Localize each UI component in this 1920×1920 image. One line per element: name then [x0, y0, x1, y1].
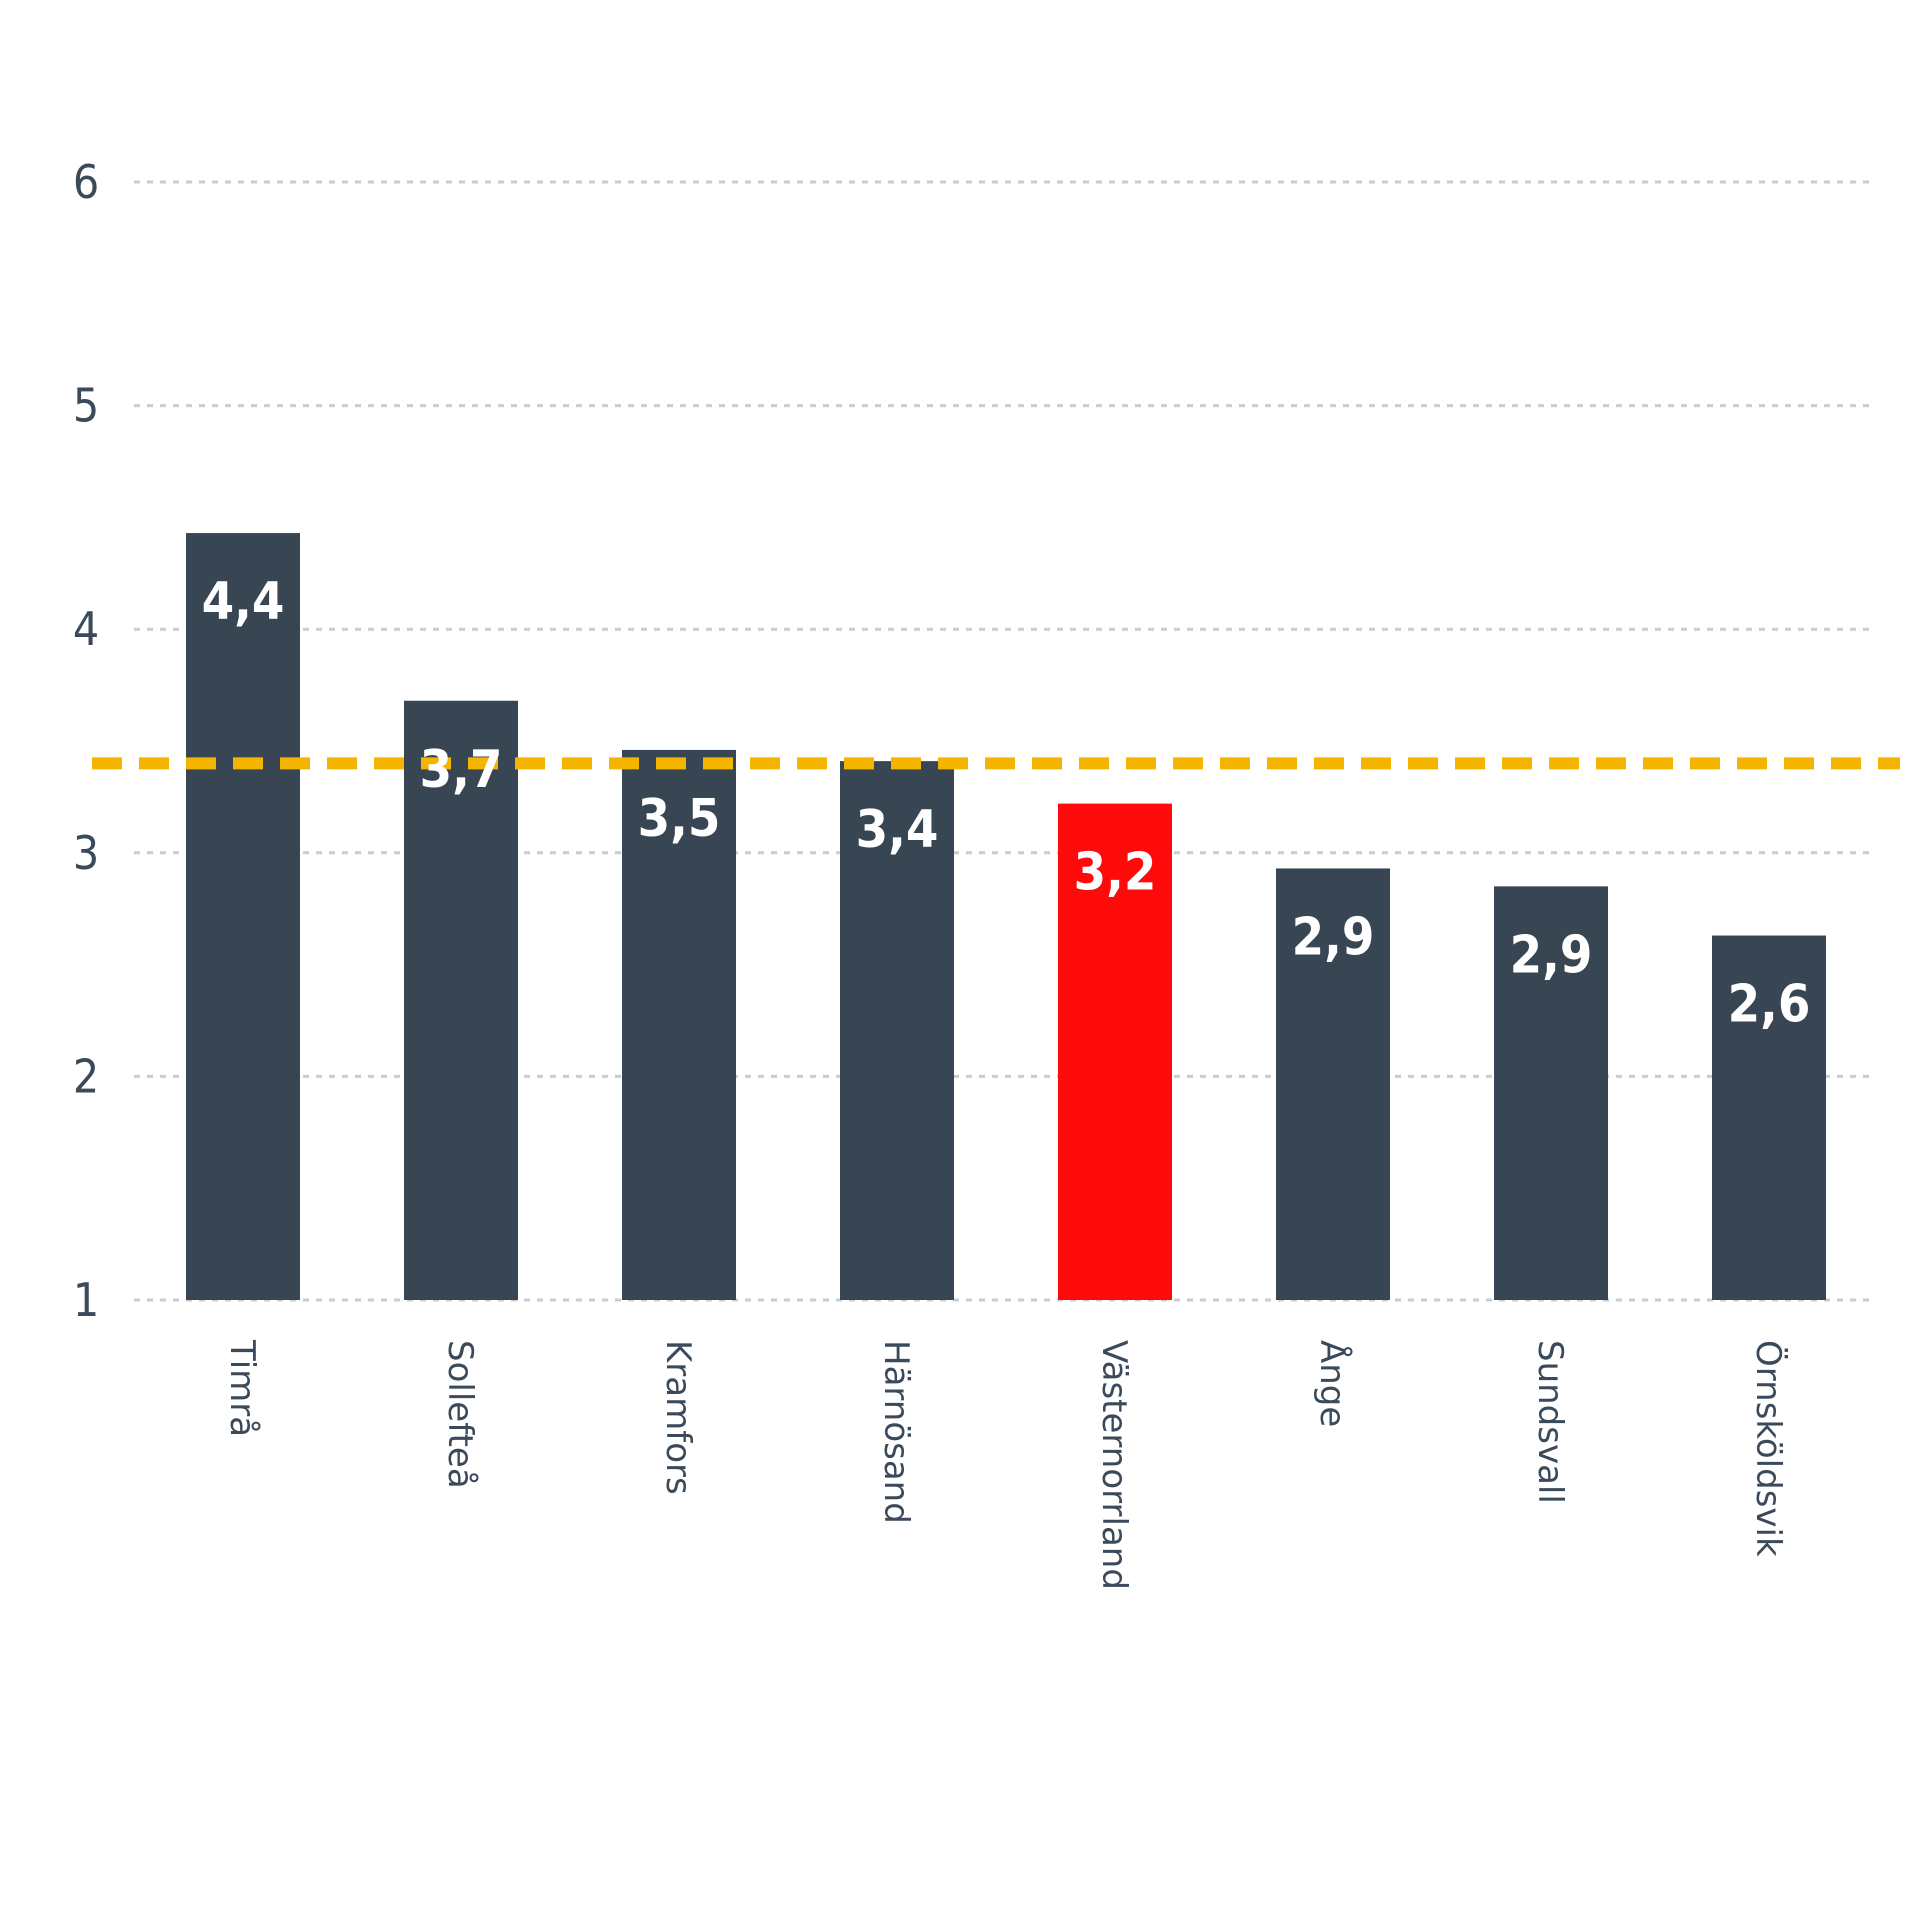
bars	[186, 533, 1826, 1300]
x-category-label: Sundsvall	[1530, 1340, 1570, 1504]
x-category-label: Timrå	[222, 1339, 262, 1437]
bar-value-label: 3,7	[420, 740, 503, 800]
bar	[404, 700, 518, 1300]
bar	[840, 761, 954, 1300]
x-category-label: Örnsköldsvik	[1748, 1340, 1789, 1557]
x-axis-labels: Timrå Sollefteå Kramfors Härnösand Västernor…	[222, 1339, 1789, 1590]
bar-value-labels: 4,4 3,7 3,5 3,4 3,2 2,9 2,9 2,6	[202, 572, 1811, 1034]
bar	[622, 749, 736, 1300]
bar-value-label: 2,9	[1510, 925, 1593, 985]
y-tick-label: 3	[73, 826, 99, 880]
bar	[1058, 803, 1172, 1300]
bar-value-label: 3,5	[638, 789, 721, 849]
x-category-label: Sollefteå	[440, 1340, 480, 1489]
bar-value-label: 3,4	[856, 800, 939, 860]
bar	[1494, 886, 1608, 1300]
x-category-label: Ånge	[1312, 1340, 1353, 1427]
x-category-label: Västernorrland	[1094, 1340, 1134, 1590]
bar-value-label: 2,6	[1728, 975, 1811, 1035]
bar-value-label: 3,2	[1074, 843, 1157, 903]
bar	[1276, 868, 1390, 1300]
y-tick-label: 2	[73, 1049, 99, 1103]
y-tick-label: 1	[73, 1273, 99, 1327]
bar-value-label: 4,4	[202, 572, 285, 632]
y-tick-label: 4	[73, 602, 99, 656]
y-axis-ticks: 1 2 3 4 5 6	[73, 155, 99, 1327]
y-tick-label: 6	[73, 155, 99, 209]
bar	[186, 533, 300, 1300]
bar	[1712, 935, 1826, 1300]
y-tick-label: 5	[73, 379, 99, 433]
x-category-label: Kramfors	[658, 1340, 698, 1495]
gridlines	[134, 180, 1876, 1302]
x-category-label: Härnösand	[876, 1340, 916, 1524]
bar-value-label: 2,9	[1292, 907, 1375, 967]
